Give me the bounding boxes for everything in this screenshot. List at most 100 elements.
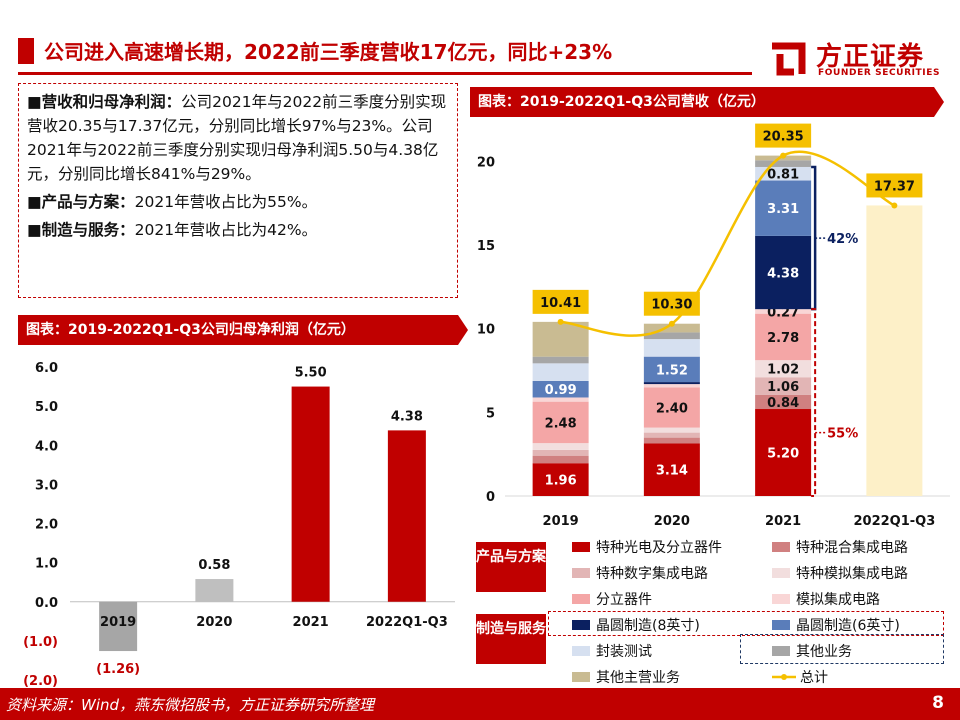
legend-label: 其他主营业务	[596, 670, 680, 686]
legend-service-frame-lower	[740, 634, 944, 664]
revenue-chart-title: 图表：2019-2022Q1-Q3公司营收（亿元）	[478, 94, 765, 110]
y-tick-label: 1.0	[35, 557, 58, 572]
legend-swatch	[772, 646, 790, 656]
revenue-segment-label: 0.84	[767, 396, 799, 411]
revenue-segment-label: 0.99	[545, 383, 577, 398]
revenue-segment-label: 5.20	[767, 447, 799, 462]
y-tick-label: 6.0	[35, 361, 58, 376]
summary-text-revenue: 公司2021年与2022前三季度分别实现营收20.35与17.37亿元，分别同比…	[27, 93, 447, 183]
y-tick-label: 2.0	[35, 518, 58, 533]
summary-text-product: 2021年营收占比为55%。	[134, 193, 318, 211]
revenue-segment-guangdian	[532, 463, 589, 496]
founder-logo-icon	[772, 42, 806, 76]
profit-bar-2020	[195, 579, 234, 602]
legend-item-fenli: 分立器件	[572, 589, 652, 609]
x-tick-label: 2020	[654, 514, 690, 529]
summary-service: ■制造与服务：2021年营收占比为42%。	[27, 218, 449, 242]
total-label: 17.37	[874, 179, 915, 194]
legend-label: 特种混合集成电路	[796, 540, 908, 556]
revenue-segment-moni	[755, 360, 812, 378]
revenue-segment-shuzi	[532, 449, 589, 456]
revenue-segment-label: 4.38	[767, 267, 799, 282]
y-tick-label: 10	[477, 323, 495, 338]
summary-label-service: 制造与服务：	[41, 221, 135, 239]
revenue-chart-header: 图表：2019-2022Q1-Q3公司营收（亿元）	[470, 87, 944, 117]
y-tick-label: 0	[486, 490, 495, 505]
revenue-segment-wafer8	[755, 235, 812, 310]
legend-label: 晶圆制造(8英寸)	[596, 618, 700, 634]
revenue-segment-label: 2.48	[545, 416, 577, 431]
legend-line-swatch	[772, 674, 796, 680]
x-tick-label: 2021	[765, 514, 801, 529]
revenue-segment-moni	[643, 427, 700, 433]
summary-revenue-profit: ■营收和归母净利润：公司2021年与2022前三季度分别实现营收20.35与17…	[27, 90, 449, 186]
y-tick-label: 20	[477, 155, 495, 170]
summary-product: ■产品与方案：2021年营收占比为55%。	[27, 190, 449, 214]
y-tick-label: 15	[477, 239, 495, 254]
bullet-square-icon: ■	[27, 93, 42, 111]
legend-swatch	[572, 646, 590, 656]
revenue-segment-qita	[755, 160, 812, 167]
revenue-segment-label: 1.96	[545, 474, 577, 489]
profit-bar-2021	[291, 386, 330, 602]
total-point	[557, 318, 564, 325]
revenue-segment-label: 2.40	[656, 402, 688, 417]
profit-chart: (2.0) (1.0) 0.0 1.0 2.0 3.0 4.0 5.0 6.0 (1.26) 201…	[23, 361, 455, 689]
summary-label-revenue: 营收和归母净利润：	[41, 93, 182, 111]
y-tick-label: 0.0	[35, 596, 58, 611]
revenue-segment-shuzi	[755, 377, 812, 395]
y-tick-label: 5.0	[35, 400, 58, 415]
revenue-segment-guangdian	[643, 443, 700, 496]
legend-swatch	[572, 568, 590, 578]
legend-label: 其他业务	[796, 644, 852, 660]
product-share-label: 55%	[827, 427, 858, 442]
profit-chart-title: 图表：2019-2022Q1-Q3公司归母净利润（亿元）	[26, 322, 355, 338]
profit-data-label: 5.50	[295, 366, 327, 381]
total-label: 10.30	[651, 298, 692, 313]
title-accent-bar	[18, 38, 34, 64]
revenue-segment-hunhe	[643, 437, 700, 444]
legend-item-fengzhuang: 封装测试	[572, 641, 652, 661]
header-arrow-icon	[458, 315, 468, 345]
profit-data-label: 4.38	[391, 409, 423, 424]
x-tick-label: 2019	[100, 615, 136, 630]
service-bracket	[811, 165, 817, 311]
revenue-segment-qita	[532, 356, 589, 364]
footer-source: 资料来源：Wind，燕东微招股书，方正证券研究所整理	[6, 696, 375, 714]
revenue-chart: 0 5 10 15 20 1.96 2.48 0.99 2019 3.14 2.40 1.52 2020…	[477, 123, 950, 529]
revenue-segment-qita	[643, 332, 700, 340]
legend-item-qitazhuying: 其他主营业务	[572, 667, 680, 687]
y-tick-label: (1.0)	[23, 635, 58, 650]
revenue-segment-label: 1.52	[656, 363, 688, 378]
page-title: 公司进入高速增长期，2022前三季度营收17亿元，同比+23%	[44, 40, 613, 64]
profit-data-label: 0.58	[198, 558, 230, 573]
legend-swatch	[772, 542, 790, 552]
legend-group-service: 制造与服务	[476, 614, 546, 664]
title-underline	[18, 72, 752, 75]
revenue-segment-fenli	[532, 401, 589, 444]
total-label-box	[643, 291, 700, 316]
page-number: 8	[932, 693, 944, 713]
profit-bar-2019	[99, 601, 138, 652]
x-tick-label: 2019	[543, 514, 579, 529]
legend-item-monijc: 模拟集成电路	[772, 589, 880, 609]
revenue-segment-label: 1.02	[767, 363, 799, 378]
legend-label: 特种模拟集成电路	[796, 566, 908, 582]
legend-label: 特种数字集成电路	[596, 566, 708, 582]
total-label-box	[866, 173, 923, 198]
bullet-square-icon: ■	[27, 193, 42, 211]
revenue-segment-wafer6	[755, 180, 812, 236]
product-bracket	[811, 308, 817, 497]
profit-data-label: (1.26)	[96, 662, 140, 677]
revenue-segment-moni	[532, 443, 589, 450]
revenue-segment-monijc	[643, 384, 700, 388]
legend-service-frame	[548, 611, 944, 636]
legend-label: 总计	[800, 670, 828, 686]
revenue-segment-fengzhuang	[532, 363, 589, 381]
total-line	[560, 150, 895, 337]
revenue-segment-label: 0.81	[767, 168, 799, 183]
legend-swatch	[572, 542, 590, 552]
legend-label: 特种光电及分立器件	[596, 540, 722, 556]
logo-text: 方正证券	[816, 42, 925, 72]
footer-bar: 资料来源：Wind，燕东微招股书，方正证券研究所整理 8	[0, 688, 960, 720]
